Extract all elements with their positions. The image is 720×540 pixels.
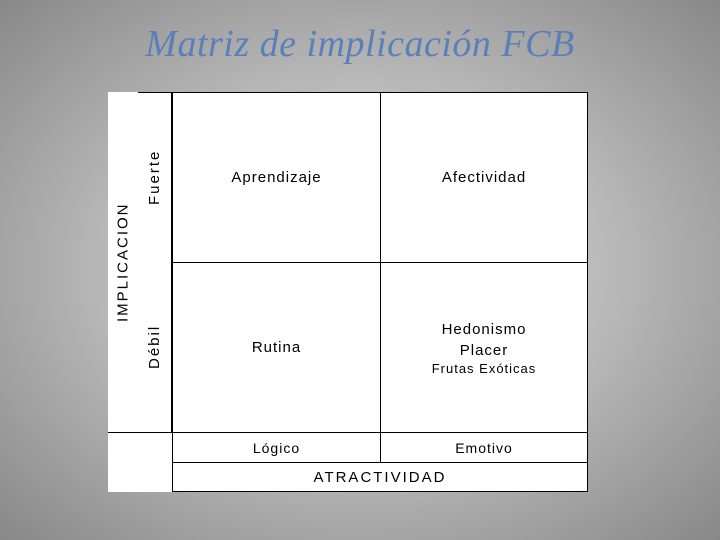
quadrant-label: Rutina: [252, 337, 301, 358]
y-axis-title: IMPLICACION: [108, 92, 138, 432]
x-axis-title: ATRACTIVIDAD: [172, 462, 588, 492]
quadrant-top-left: Aprendizaje: [172, 92, 380, 262]
y-axis-label-top: Fuerte: [138, 92, 172, 262]
page-title: Matriz de implicación FCB: [0, 22, 720, 66]
fcb-matrix: IMPLICACION Fuerte Débil Aprendizaje Afe…: [108, 92, 588, 492]
quadrant-label: Placer: [460, 340, 509, 361]
quadrant-top-right: Afectividad: [380, 92, 588, 262]
quadrant-bottom-left: Rutina: [172, 262, 380, 432]
quadrant-label: Afectividad: [442, 167, 526, 188]
x-axis-label-right: Emotivo: [380, 432, 588, 462]
quadrant-sublabel: Frutas Exóticas: [432, 361, 537, 376]
matrix-corner-filler: [108, 432, 172, 462]
x-axis-label-left: Lógico: [172, 432, 380, 462]
quadrant-label: Hedonismo: [442, 319, 527, 340]
quadrant-label: Aprendizaje: [231, 167, 321, 188]
y-axis-label-bottom: Débil: [138, 262, 172, 432]
quadrant-bottom-right: Hedonismo Placer Frutas Exóticas: [380, 262, 588, 432]
